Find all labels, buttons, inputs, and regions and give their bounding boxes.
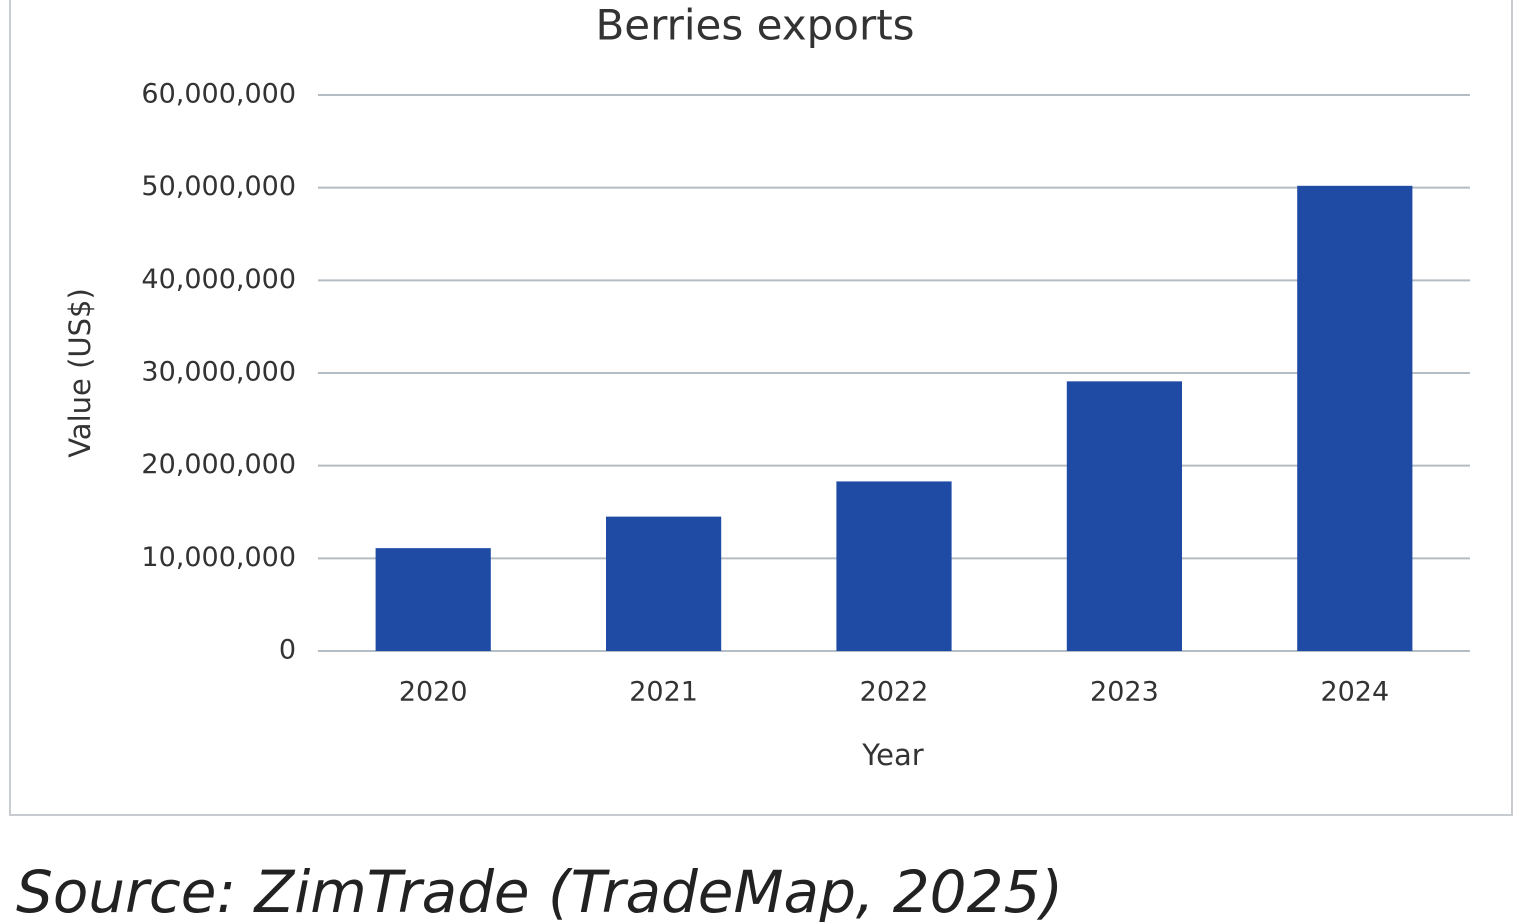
chart-border [9,0,1513,816]
y-tick-label: 50,000,000 [141,171,296,202]
chart-title: Berries exports [595,1,914,50]
x-tick-label: 2024 [1320,677,1389,708]
y-tick-label: 30,000,000 [141,357,296,388]
bar [606,516,722,651]
x-tick-label: 2022 [860,677,929,708]
y-tick-label: 60,000,000 [141,79,296,110]
bar [375,548,491,651]
y-axis-label: Value (US$) [63,288,97,458]
x-tick-label: 2021 [629,677,698,708]
bar [1066,381,1182,651]
y-tick-label: 10,000,000 [141,542,296,573]
x-tick-label: 2023 [1090,677,1159,708]
y-tick-label: 20,000,000 [141,449,296,480]
source-note: Source: ZimTrade (TradeMap, 2025) [16,858,1063,922]
x-axis-label: Year [861,738,923,772]
bar [1297,185,1413,651]
x-tick-label: 2020 [399,677,468,708]
y-tick-label: 0 [279,635,296,666]
bar [836,481,952,651]
y-tick-label: 40,000,000 [141,264,296,295]
